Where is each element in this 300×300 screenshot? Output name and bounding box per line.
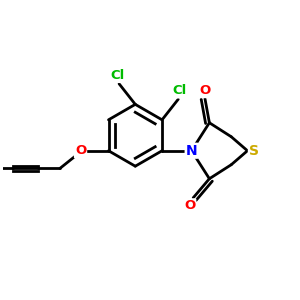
Text: S: S: [249, 144, 259, 158]
Text: Cl: Cl: [110, 69, 125, 82]
Text: O: O: [199, 84, 211, 97]
Text: O: O: [184, 199, 195, 212]
Text: N: N: [186, 144, 197, 158]
Text: O: O: [75, 144, 86, 157]
Text: Cl: Cl: [172, 85, 187, 98]
